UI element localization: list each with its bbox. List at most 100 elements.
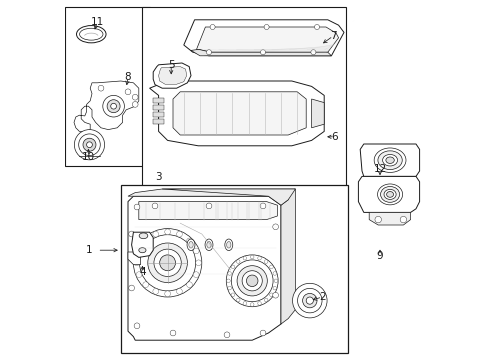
Ellipse shape	[76, 26, 106, 43]
Ellipse shape	[139, 248, 146, 253]
Circle shape	[306, 297, 314, 304]
Circle shape	[250, 303, 254, 306]
Circle shape	[170, 330, 176, 336]
Text: 11: 11	[91, 17, 104, 27]
Circle shape	[79, 134, 100, 156]
Polygon shape	[128, 196, 281, 340]
Ellipse shape	[384, 189, 396, 199]
Circle shape	[250, 255, 254, 259]
Text: 6: 6	[332, 132, 338, 142]
Circle shape	[258, 302, 261, 305]
Ellipse shape	[383, 154, 397, 166]
Text: 10: 10	[82, 152, 95, 162]
Circle shape	[194, 272, 199, 278]
Circle shape	[132, 102, 138, 107]
Circle shape	[133, 229, 202, 297]
Circle shape	[132, 94, 138, 100]
Circle shape	[224, 332, 230, 338]
Bar	[153, 119, 164, 124]
Circle shape	[375, 216, 381, 223]
Text: 7: 7	[330, 31, 337, 41]
Circle shape	[231, 265, 235, 269]
Circle shape	[265, 298, 268, 302]
Ellipse shape	[207, 242, 211, 248]
Circle shape	[134, 260, 140, 266]
Bar	[153, 105, 164, 110]
Ellipse shape	[189, 242, 193, 248]
Ellipse shape	[227, 242, 231, 248]
Circle shape	[160, 255, 175, 271]
Circle shape	[264, 24, 269, 30]
Polygon shape	[74, 81, 139, 131]
Circle shape	[136, 272, 142, 278]
Bar	[153, 112, 164, 117]
Polygon shape	[184, 20, 344, 56]
Circle shape	[152, 203, 158, 209]
Circle shape	[231, 260, 273, 302]
Polygon shape	[149, 81, 324, 146]
Circle shape	[303, 293, 317, 308]
Circle shape	[140, 235, 196, 291]
Text: 8: 8	[124, 72, 131, 82]
Text: 12: 12	[373, 164, 387, 174]
Circle shape	[165, 291, 171, 297]
Circle shape	[260, 203, 266, 209]
Polygon shape	[360, 144, 419, 176]
Ellipse shape	[187, 239, 195, 251]
Polygon shape	[128, 189, 295, 196]
Circle shape	[87, 142, 92, 148]
Circle shape	[270, 293, 273, 297]
Circle shape	[237, 298, 240, 302]
Ellipse shape	[387, 192, 393, 197]
Text: 1: 1	[86, 245, 93, 255]
Circle shape	[111, 103, 117, 109]
Circle shape	[227, 279, 230, 283]
Circle shape	[176, 288, 182, 294]
Circle shape	[154, 249, 181, 276]
Ellipse shape	[139, 233, 148, 239]
Polygon shape	[312, 99, 324, 128]
Bar	[121, 185, 347, 353]
Circle shape	[206, 50, 212, 55]
Text: 2: 2	[319, 292, 326, 302]
Bar	[153, 98, 164, 103]
Circle shape	[260, 330, 266, 336]
Circle shape	[400, 216, 407, 223]
Polygon shape	[196, 27, 339, 52]
Circle shape	[273, 224, 278, 230]
Text: 4: 4	[139, 267, 146, 277]
Circle shape	[315, 24, 319, 30]
Circle shape	[265, 260, 268, 264]
Circle shape	[210, 24, 215, 30]
Polygon shape	[159, 67, 187, 84]
Bar	[143, 7, 346, 193]
Circle shape	[143, 282, 148, 288]
Circle shape	[243, 302, 246, 305]
Polygon shape	[132, 232, 153, 257]
Circle shape	[134, 204, 140, 210]
Circle shape	[297, 288, 322, 313]
Circle shape	[194, 248, 199, 254]
Polygon shape	[191, 50, 331, 56]
Circle shape	[293, 283, 327, 318]
Circle shape	[107, 100, 120, 113]
Ellipse shape	[378, 184, 403, 205]
Circle shape	[311, 50, 316, 55]
Circle shape	[237, 260, 240, 264]
Text: 3: 3	[155, 172, 162, 182]
Circle shape	[274, 279, 278, 283]
Text: 5: 5	[168, 60, 174, 70]
Circle shape	[187, 282, 193, 288]
Circle shape	[258, 256, 261, 260]
Polygon shape	[358, 176, 419, 212]
Ellipse shape	[378, 151, 402, 170]
Circle shape	[237, 266, 268, 296]
Polygon shape	[281, 189, 295, 324]
Polygon shape	[173, 92, 306, 135]
Circle shape	[228, 286, 231, 290]
Circle shape	[153, 231, 159, 237]
Ellipse shape	[205, 239, 213, 251]
Circle shape	[187, 238, 193, 244]
Circle shape	[242, 271, 262, 291]
Circle shape	[148, 243, 187, 283]
